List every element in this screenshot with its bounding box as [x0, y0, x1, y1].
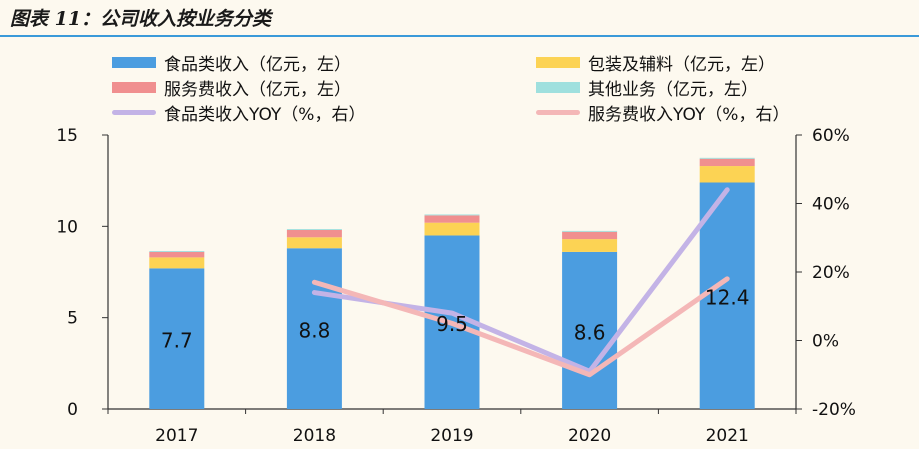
right-tick-label: 60%: [812, 126, 850, 146]
legend-swatch-packaging: [536, 56, 580, 68]
bar-food: [286, 248, 342, 409]
bar-service: [562, 231, 618, 240]
legend-swatch-food-yoy: [112, 109, 156, 115]
bar-packaging: [562, 239, 618, 252]
bar-service: [699, 158, 755, 167]
legend-item-service: 服务费收入（亿元，左）: [112, 76, 351, 100]
left-tick-label: 15: [56, 126, 78, 146]
legend-swatch-service-yoy: [536, 109, 580, 115]
bar-other: [562, 230, 618, 232]
x-tick-label: 2017: [155, 426, 198, 446]
bar-other: [424, 214, 480, 216]
left-tick-label: 10: [56, 217, 78, 237]
bar-other: [149, 250, 205, 252]
bar-packaging: [424, 222, 480, 236]
legend-item-packaging: 包装及辅料（亿元，左）: [536, 51, 775, 75]
legend-label-other: 其他业务（亿元，左）: [588, 79, 758, 100]
data-label-food: 7.7: [161, 329, 193, 353]
legend-item-other: 其他业务（亿元，左）: [536, 76, 758, 100]
line-food-yoy: [311, 187, 730, 374]
legend-item-service-yoy: 服务费收入YOY（%，右）: [536, 101, 790, 125]
bar-other: [699, 157, 755, 159]
point-service-yoy: [451, 322, 453, 324]
point-food-yoy: [726, 189, 728, 191]
x-tick-label: 2020: [568, 426, 611, 446]
bar-food: [149, 268, 205, 409]
bar-other: [286, 229, 342, 230]
left-tick-label: 5: [67, 309, 78, 329]
legend-swatch-service: [112, 81, 156, 93]
point-service-yoy: [589, 374, 591, 376]
line-service-yoy: [311, 276, 730, 378]
point-food-yoy: [451, 312, 453, 314]
legend-label-packaging: 包装及辅料（亿元，左）: [588, 54, 775, 75]
bar-food: [699, 182, 755, 409]
bar-packaging: [699, 166, 755, 183]
data-label-food: 12.4: [705, 286, 750, 310]
legend-label-food-yoy: 食品类收入YOY（%，右）: [164, 104, 366, 125]
x-tick-label: 2019: [430, 426, 473, 446]
legend-swatch-other: [536, 81, 580, 93]
bar-service: [286, 229, 342, 238]
legend-label-service-yoy: 服务费收入YOY（%，右）: [588, 104, 790, 125]
legend-label-service: 服务费收入（亿元，左）: [164, 79, 351, 100]
legend-label-food: 食品类收入（亿元，左）: [164, 54, 351, 75]
data-label-food: 8.6: [574, 320, 606, 344]
bar-packaging: [286, 237, 342, 249]
point-service-yoy: [313, 281, 315, 283]
point-food-yoy: [313, 292, 315, 294]
bar-packaging: [149, 257, 205, 269]
data-label-food: 8.8: [298, 319, 330, 343]
right-tick-label: -20%: [812, 400, 856, 420]
legend-swatch-food: [112, 56, 156, 68]
bar-food: [562, 251, 618, 409]
title-rule: [0, 35, 919, 37]
left-tick-label: 0: [67, 400, 78, 420]
bar-service: [149, 251, 205, 258]
right-tick-label: 0%: [812, 332, 839, 352]
chart-title: 图表 11：公司收入按业务分类: [10, 8, 272, 30]
bar-service: [424, 215, 480, 223]
legend-item-food: 食品类收入（亿元，左）: [112, 51, 351, 75]
legend-item-food-yoy: 食品类收入YOY（%，右）: [112, 101, 366, 125]
x-tick-label: 2021: [706, 426, 749, 446]
data-label-food: 9.5: [436, 312, 468, 336]
x-tick-label: 2018: [293, 426, 336, 446]
right-tick-label: 40%: [812, 195, 850, 215]
point-service-yoy: [726, 278, 728, 280]
right-tick-label: 20%: [812, 263, 850, 283]
